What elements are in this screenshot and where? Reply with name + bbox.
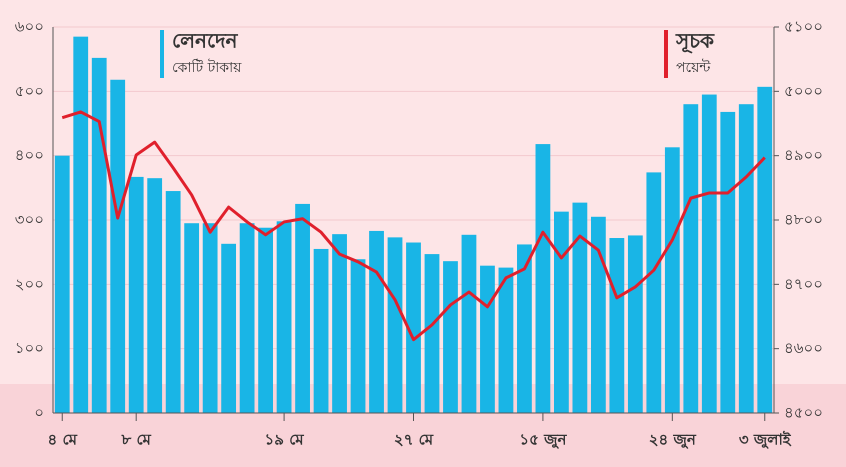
bar [147,178,163,413]
bar [110,79,126,414]
y2-tick-label: ৪৯০০ [784,146,823,164]
bar [295,203,310,413]
bar [165,191,181,413]
bar [258,227,273,413]
bar [128,176,144,413]
bar [202,223,218,413]
y2-tick-label: ৪৬০০ [784,339,823,357]
legend-label: সূচক [675,29,715,54]
x-tick-label: ৮ মে [121,431,152,449]
bar [627,235,643,413]
bar [480,265,495,413]
bar [239,223,255,413]
bar [535,144,551,413]
y2-tick-label: ৫০০০ [784,82,823,100]
bar [406,242,421,413]
bar [332,234,347,413]
bar [701,94,717,414]
x-tick-label: ৩ জুলাই [739,430,792,450]
bar [720,111,736,414]
y2-tick-label: ৪৭০০ [784,275,823,293]
y-tick-label: ৬০০ [15,18,44,36]
x-tick-label: ১৫ জুন [519,431,567,450]
bar [664,147,680,413]
bar [221,243,237,413]
plot: ০ ১০০ ২০০ ৩০০ ৪০০ ৫০০ ৬০০ ৪৫০০ ৪৬০০ ৪৭০০ ৪৮০০ ৪৯০০ ৫… [15,18,823,450]
y-tick-label: ৫০০ [15,82,44,100]
bar [461,234,477,413]
x-tick-label: ২৪ জুন [649,431,697,450]
x-tick-label: ২৭ মে [394,431,434,449]
bar [387,237,403,413]
y2-tick-label: ৪৮০০ [784,211,823,229]
bottom-band [0,384,846,467]
legend-swatch [160,30,164,78]
bar [609,238,625,413]
legend-label: লেনদেন [172,29,238,53]
bar [369,230,384,413]
bar [313,248,329,413]
bar [590,216,606,413]
y2-tick-label: ৪৫০০ [784,404,823,422]
bar [54,155,70,413]
y2-tick-label: ৫১০০ [784,18,823,36]
legend-swatch [664,30,668,78]
y-tick-label: ০ [34,404,44,422]
bar [73,36,89,414]
bar [757,86,773,413]
bar [517,244,532,413]
bar [646,172,662,413]
bar [683,104,699,413]
y-tick-label: ১০০ [15,339,44,357]
bar [738,104,754,413]
bar [443,261,458,413]
bar [498,267,514,413]
bar [350,259,366,413]
x-tick-label: ৪ মে [48,431,78,449]
y-tick-label: ৪০০ [15,146,44,164]
legend-unit: পয়েন্ট [676,59,711,76]
legend-unit: কোটি টাকায় [172,59,242,76]
y-tick-label: ৩০০ [15,211,44,229]
bar [91,57,107,413]
bar [554,211,569,413]
bar [184,223,200,413]
y-tick-label: ২০০ [15,275,44,293]
line [61,110,766,342]
x-tick-label: ১৯ মে [265,431,305,449]
bar [424,254,440,413]
bar [276,221,292,413]
bar [572,202,588,413]
